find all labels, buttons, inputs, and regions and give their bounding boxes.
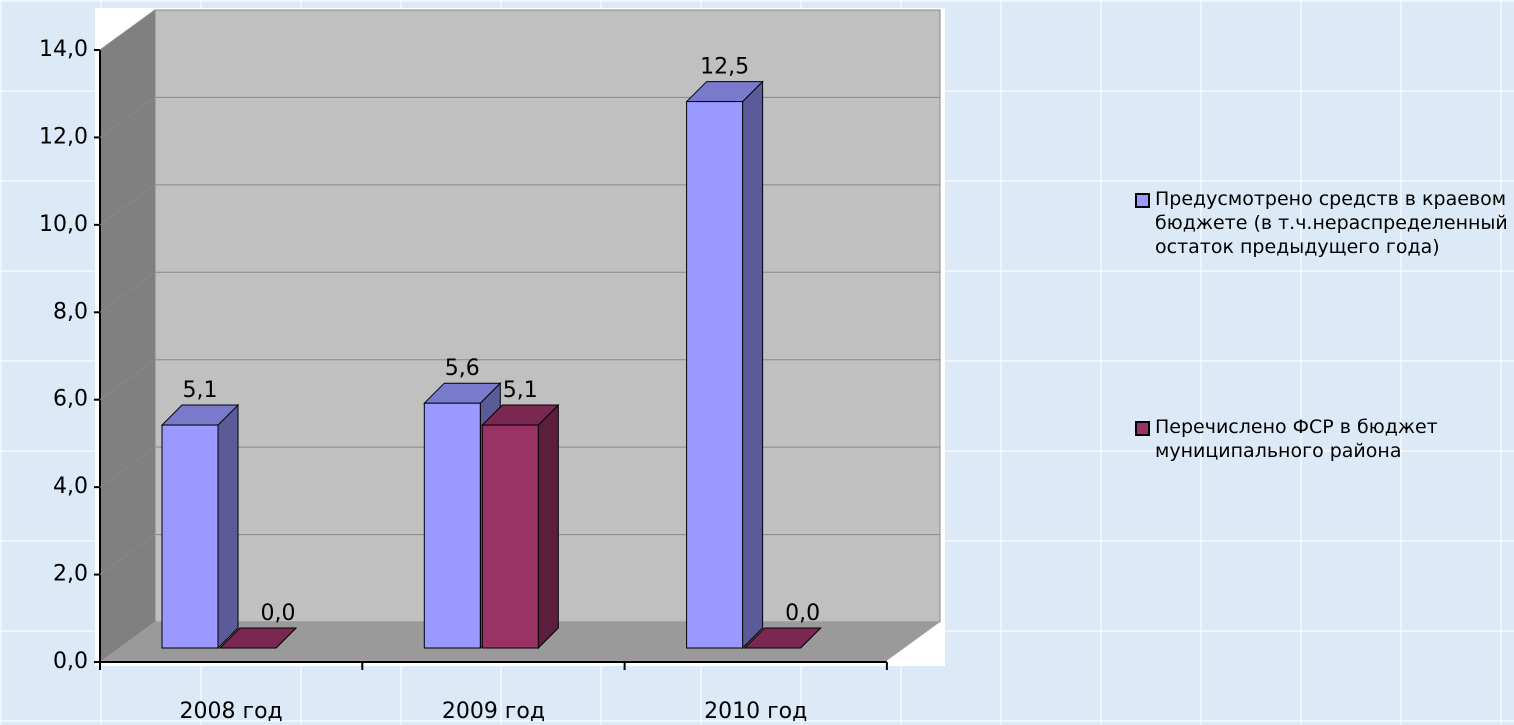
legend-item: Предусмотрено средств в краевом бюджете … bbox=[1135, 187, 1510, 259]
grid-line bbox=[99, 446, 940, 488]
data-label: 5,1 bbox=[503, 378, 538, 403]
y-tick-label: 12,0 bbox=[39, 124, 88, 149]
x-tick-label: 2008 год bbox=[180, 699, 283, 724]
data-label: 0,0 bbox=[261, 601, 296, 626]
y-tick-label: 10,0 bbox=[39, 212, 88, 237]
bar-side bbox=[537, 403, 559, 650]
data-label: 12,5 bbox=[700, 55, 749, 80]
bar-side bbox=[742, 80, 764, 650]
grid-line bbox=[99, 534, 940, 575]
grid-line bbox=[99, 271, 940, 313]
side-wall bbox=[100, 10, 155, 662]
bar bbox=[161, 424, 219, 649]
bar bbox=[481, 424, 539, 649]
legend-item: Перечислено ФСР в бюджет муниципального … bbox=[1135, 415, 1510, 463]
y-tick-label: 0,0 bbox=[53, 649, 88, 674]
data-label: 5,6 bbox=[445, 356, 480, 381]
bar bbox=[686, 101, 744, 649]
y-tick-label: 6,0 bbox=[53, 387, 88, 412]
grid-line bbox=[99, 184, 940, 226]
bar bbox=[423, 402, 481, 649]
data-label: 5,1 bbox=[183, 378, 218, 403]
bar-top bbox=[743, 627, 822, 649]
y-tick-label: 2,0 bbox=[53, 562, 88, 587]
bar-top bbox=[218, 627, 298, 649]
bar-side bbox=[217, 403, 239, 650]
legend-swatch bbox=[1135, 421, 1150, 436]
legend-label: Перечислено ФСР в бюджет муниципального … bbox=[1155, 416, 1438, 462]
y-tick-label: 8,0 bbox=[53, 299, 88, 324]
x-tick-label: 2009 год bbox=[442, 699, 545, 724]
y-tick-label: 14,0 bbox=[39, 37, 88, 62]
grid-line bbox=[99, 9, 940, 51]
x-tick-label: 2010 год bbox=[704, 699, 807, 724]
legend-swatch bbox=[1135, 193, 1150, 208]
grid-line bbox=[99, 359, 940, 401]
data-label: 0,0 bbox=[785, 601, 820, 626]
legend-label: Предусмотрено средств в краевом бюджете … bbox=[1155, 188, 1508, 258]
y-tick-label: 4,0 bbox=[53, 474, 88, 499]
grid-line bbox=[99, 96, 940, 138]
